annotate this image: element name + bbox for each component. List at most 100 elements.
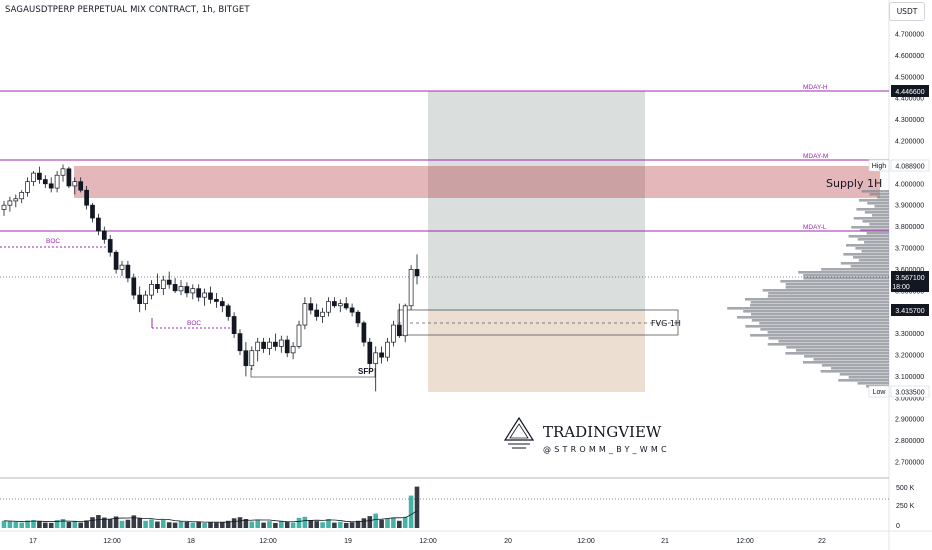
tradingview-watermark: TRADINGVIEW @STROMM_BY_WMC [503, 416, 670, 454]
volume-profile-row [786, 346, 889, 349]
currency-button[interactable]: USDT [889, 2, 925, 21]
volume-profile-row [750, 334, 889, 337]
volume-profile-row [866, 232, 889, 235]
price-tick-label: 3.700000 [895, 246, 924, 253]
volume-bar [96, 515, 101, 528]
candle [172, 277, 178, 293]
candle-body [184, 286, 190, 294]
symbol-title[interactable]: SAGAUSDTPERP PERPETUAL MIX CONTRACT, 1h,… [5, 5, 250, 15]
candle [72, 177, 78, 195]
candle [208, 286, 213, 304]
price-tick-label: 4.000000 [895, 181, 924, 188]
candle [190, 284, 196, 300]
volume-profile-row [867, 202, 889, 205]
volume-bar [202, 522, 207, 528]
volume-bar [125, 519, 131, 528]
volume-profile [727, 190, 889, 388]
volume-profile-row [858, 199, 889, 202]
candle [284, 335, 290, 358]
candle [302, 297, 308, 330]
volume-profile-row [751, 319, 889, 322]
volume-profile-row [838, 379, 889, 382]
candle-body [385, 341, 390, 358]
volume-profile-row [871, 214, 889, 217]
volume-profile-row [804, 355, 889, 358]
candle [396, 303, 402, 338]
volume-bar [367, 516, 373, 528]
candle-body [237, 333, 243, 352]
high-label: High [872, 163, 887, 170]
candle-body [367, 341, 373, 364]
time-tick-label: 20 [504, 538, 512, 545]
watermark-handle: @STROMM_BY_WMC [543, 445, 670, 454]
candle-body [243, 350, 249, 367]
candle-body [249, 350, 255, 367]
volume-bar [54, 520, 60, 528]
candle [178, 280, 184, 296]
volume-bar [373, 513, 378, 528]
time-axis[interactable]: 17 12:00 18 12:00 19 12:00 20 12:00 21 12:00 22 [29, 538, 826, 545]
candle-body [137, 294, 143, 304]
volume-bar [296, 517, 302, 528]
price-tick-label: 2.800000 [895, 438, 924, 445]
candle-body [314, 309, 320, 317]
volume-bar [402, 516, 408, 528]
candle-body [208, 292, 213, 300]
fvg-box[interactable] [397, 309, 679, 336]
candle-body [302, 303, 308, 326]
candle [367, 337, 373, 373]
volume-bar [13, 521, 19, 528]
price-tick-label: 3.200000 [895, 353, 924, 360]
candle [84, 185, 89, 210]
volume-profile-row [856, 208, 889, 211]
volume-profile-row [864, 241, 889, 244]
candle [373, 346, 379, 392]
supply-zone[interactable] [74, 166, 880, 198]
candle [25, 177, 30, 197]
volume-bar [184, 521, 190, 528]
volume-profile-row [744, 298, 889, 301]
candle [119, 260, 125, 276]
low-badge: Low 3.033500 [868, 385, 930, 398]
candle [414, 254, 420, 285]
candle [237, 329, 243, 355]
sfp-range[interactable] [250, 368, 376, 378]
stop-zone[interactable] [428, 311, 645, 392]
candle [231, 312, 237, 338]
candle-body [355, 311, 361, 324]
candle [219, 297, 225, 313]
volume-bar [208, 522, 213, 528]
candle-body [396, 324, 402, 337]
candle-body [337, 303, 343, 307]
volume-profile-row [798, 271, 889, 274]
price-tick-label: 3.900000 [895, 203, 924, 210]
volume-tick-label: 0 [896, 523, 900, 530]
current-price-badge: 3.567100 18:00 [891, 271, 929, 292]
low-label: Low [873, 389, 887, 396]
volume-axis: 500 K 250 K 0 [896, 485, 915, 530]
volume-profile-row [780, 280, 889, 283]
price-tick-label: 3.000000 [895, 395, 924, 402]
volume-profile-row [768, 337, 889, 340]
candle-body [96, 217, 101, 232]
candle-body [273, 341, 278, 347]
candle-body [373, 352, 379, 364]
volume-bar [60, 519, 66, 528]
volume-bar [349, 522, 355, 528]
target-zone[interactable] [428, 91, 645, 311]
candle-body [7, 200, 13, 206]
volume-bars [1, 486, 420, 528]
candle [13, 194, 19, 208]
volume-bar [308, 520, 314, 528]
price-tick-label: 3.100000 [895, 374, 924, 381]
volume-profile-row [877, 196, 889, 199]
candle-body [391, 324, 396, 343]
time-tick-label: 19 [344, 538, 352, 545]
volume-profile-row [785, 283, 889, 286]
candle-body [379, 352, 384, 358]
price-tick-label: 2.900000 [895, 417, 924, 424]
volume-profile-row [845, 244, 889, 247]
volume-profile-row [851, 226, 889, 229]
mday-h-label: MDAY-H [803, 84, 828, 91]
